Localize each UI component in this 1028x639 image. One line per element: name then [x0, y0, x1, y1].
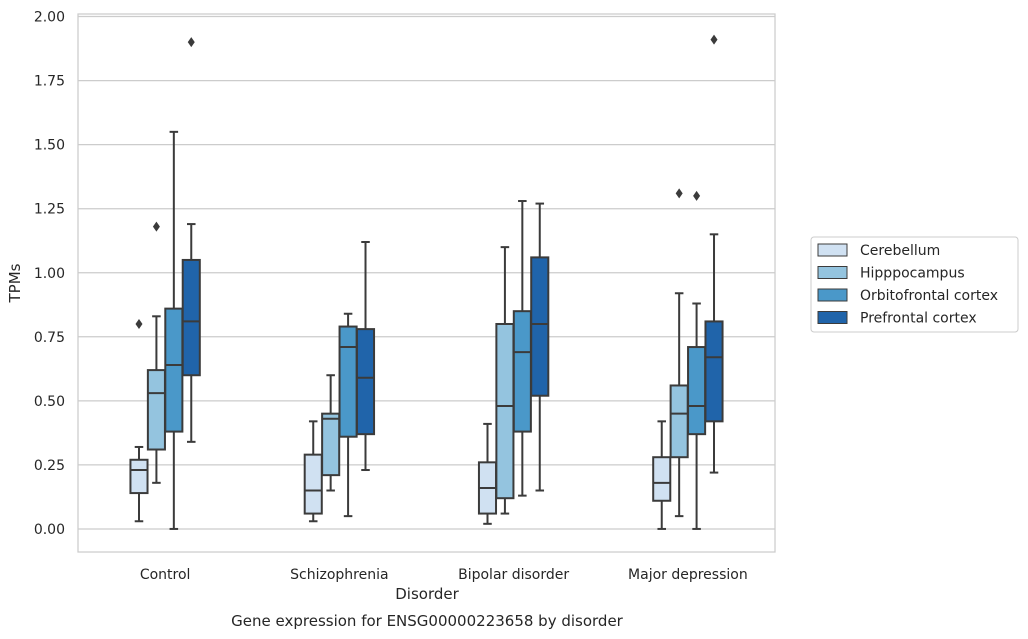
- outlier-point: [187, 37, 195, 48]
- box-1-2: [495, 246, 515, 515]
- iqr-box: [495, 322, 515, 500]
- y-tick-label: 0.00: [34, 522, 65, 538]
- legend-label: Cerebellum: [860, 243, 940, 259]
- box-0-0: [129, 318, 149, 523]
- plot-frame: [77, 13, 776, 553]
- outlier-point: [152, 221, 160, 232]
- x-tick-label: Bipolar disorder: [458, 567, 569, 583]
- box-3-0: [181, 37, 201, 443]
- iqr-box: [321, 412, 341, 477]
- legend-swatch: [817, 266, 848, 279]
- box-0-3: [652, 420, 672, 530]
- iqr-box: [512, 310, 532, 433]
- iqr-box: [704, 320, 724, 423]
- x-tick-labels: Control Schizophrenia Bipolar disorder Majo…: [140, 567, 748, 583]
- box-1-0: [146, 221, 166, 484]
- y-tick-label: 1.00: [34, 266, 65, 282]
- y-tick-label: 1.25: [34, 202, 65, 218]
- box-0-1: [303, 420, 323, 523]
- y-tick-label: 0.75: [34, 330, 65, 346]
- outlier-point: [693, 190, 701, 201]
- box-0-2: [477, 422, 498, 525]
- legend-label: Hipppocampus: [860, 266, 965, 282]
- outlier-point: [675, 188, 683, 199]
- box-series: [129, 34, 724, 530]
- legend-label: Prefrontal cortex: [860, 311, 977, 327]
- box-3-2: [530, 202, 550, 492]
- box-1-3: [669, 188, 689, 518]
- iqr-box: [652, 456, 672, 502]
- y-tick-label: 2.00: [34, 10, 65, 26]
- legend-swatch: [817, 311, 848, 324]
- outlier-point: [135, 318, 143, 329]
- y-tick-labels: 0.00 0.25 0.50 0.75 1.00 1.25 1.50 1.75 2.00: [34, 10, 65, 538]
- y-tick-label: 1.75: [34, 74, 65, 90]
- y-tick-label: 0.50: [34, 394, 65, 410]
- y-tick-label: 1.50: [34, 138, 65, 154]
- x-tick-label: Major depression: [628, 567, 748, 583]
- box-2-0: [164, 130, 184, 530]
- iqr-box: [164, 307, 184, 433]
- y-axis-title: TPMs: [6, 263, 24, 303]
- legend-label: Orbitofrontal cortex: [860, 288, 998, 304]
- iqr-box: [338, 325, 358, 438]
- chart-caption: Gene expression for ENSG00000223658 by d…: [231, 612, 624, 630]
- box-1-1: [321, 374, 341, 492]
- legend-swatch: [817, 288, 848, 302]
- box-3-1: [355, 241, 376, 472]
- legend: Cerebellum Hipppocampus Orbitofrontal cort…: [810, 236, 1019, 333]
- legend-frame: [810, 236, 1019, 333]
- iqr-box: [129, 458, 149, 495]
- iqr-box: [687, 346, 707, 436]
- iqr-box: [530, 256, 550, 397]
- legend-swatch: [817, 243, 848, 257]
- x-axis-title: Disorder: [395, 585, 459, 603]
- x-tick-label: Control: [140, 567, 191, 583]
- outlier-point: [710, 34, 718, 45]
- iqr-box: [146, 369, 166, 451]
- box-2-3: [687, 190, 707, 530]
- iqr-box: [355, 328, 376, 436]
- iqr-box: [303, 453, 323, 515]
- x-tick-label: Schizophrenia: [290, 567, 388, 583]
- box-3-3: [704, 34, 724, 474]
- iqr-box: [669, 384, 689, 459]
- iqr-box: [181, 258, 201, 377]
- y-tick-label: 0.25: [34, 458, 65, 474]
